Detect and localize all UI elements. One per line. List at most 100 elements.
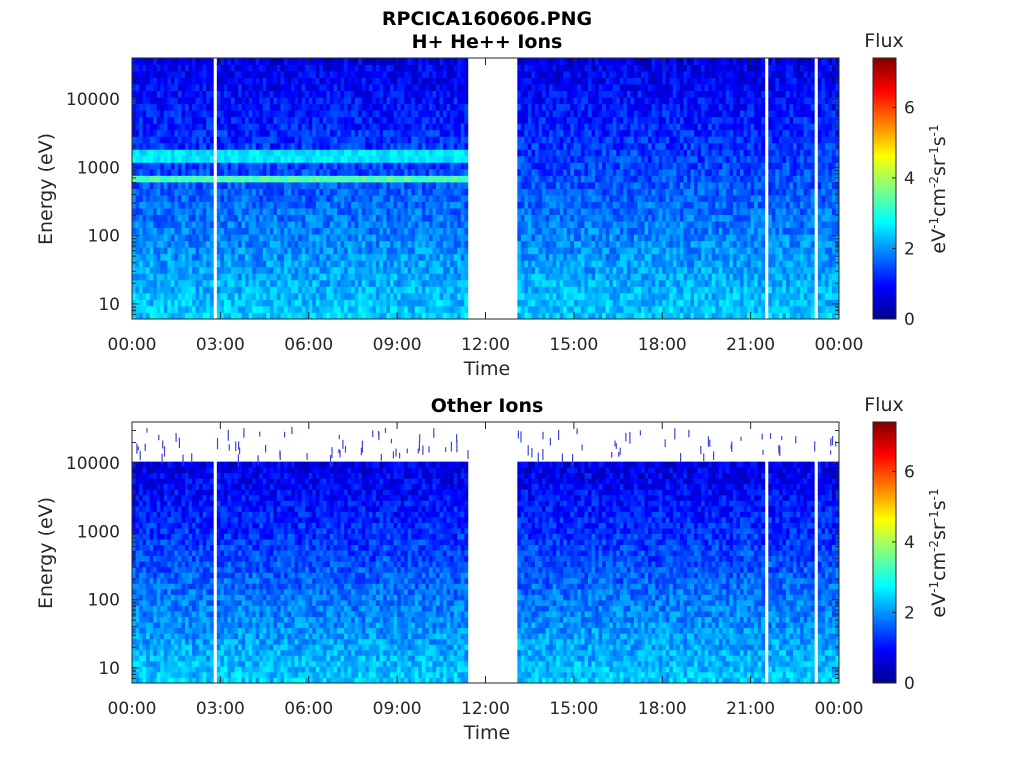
spectrogram-cell — [262, 221, 267, 229]
spectrogram-cell — [580, 195, 585, 202]
spectrogram-cell — [573, 142, 578, 150]
spectrogram-cell — [428, 142, 433, 150]
spectrogram-cell — [531, 129, 536, 137]
spectrogram-cell — [616, 266, 621, 274]
spectrogram-cell — [358, 64, 363, 72]
spectrogram-cell — [425, 247, 430, 255]
spectrogram-cell — [517, 227, 522, 235]
spectrogram-cell — [266, 149, 271, 157]
spectrogram-cell — [276, 195, 281, 202]
spectrogram-cell — [216, 312, 221, 320]
spectrogram-cell — [135, 260, 140, 268]
spectrogram-cell — [404, 253, 409, 261]
spectrogram-cell — [386, 247, 391, 255]
spectrogram-cell — [167, 273, 172, 281]
spectrogram-cell — [340, 234, 345, 242]
spectrogram-cell — [248, 201, 253, 209]
spectrogram-cell — [153, 273, 158, 281]
spectrogram-cell — [329, 71, 334, 78]
spectrogram-cell — [238, 84, 242, 92]
spectrogram-cell — [287, 168, 292, 176]
spectrogram-cell — [319, 266, 324, 274]
spectrogram-cell — [542, 279, 546, 287]
spectrogram-cell — [230, 240, 235, 248]
spectrogram-cell — [386, 188, 391, 196]
spectrogram-cell — [142, 162, 147, 170]
spectrogram-cell — [577, 279, 582, 287]
spectrogram-cell — [425, 155, 430, 163]
spectrogram-cell — [382, 208, 387, 215]
spectrogram-cell — [545, 162, 550, 170]
spectrogram-cell — [139, 175, 144, 183]
spectrogram-cell — [531, 149, 536, 157]
spectrogram-cell — [153, 58, 158, 65]
spectrogram-cell — [605, 162, 610, 170]
spectrogram-cell — [464, 201, 469, 209]
spectrogram-cell — [428, 221, 433, 229]
spectrogram-cell — [425, 162, 430, 170]
spectrogram-cell — [580, 103, 585, 111]
spectrogram-cell — [241, 279, 246, 287]
spectrogram-cell — [185, 97, 189, 105]
spectrogram-cell — [326, 155, 331, 163]
spectrogram-cell — [322, 279, 327, 287]
spectrogram-cell — [315, 90, 320, 98]
spectrogram-cell — [132, 240, 136, 248]
spectrogram-cell — [531, 155, 536, 163]
spectrogram-cell — [195, 129, 200, 137]
spectrogram-cell — [400, 175, 405, 183]
spectrogram-cell — [276, 240, 281, 248]
spectrogram-cell — [464, 253, 469, 261]
spectrogram-cell — [531, 195, 536, 202]
spectrogram-cell — [227, 279, 232, 287]
spectrogram-cell — [577, 305, 582, 313]
spectrogram-cell — [241, 253, 246, 261]
spectrogram-cell — [534, 247, 539, 255]
spectrogram-cell — [390, 116, 394, 124]
spectrogram-cell — [609, 214, 614, 222]
spectrogram-cell — [195, 234, 200, 242]
spectrogram-cell — [602, 201, 607, 209]
spectrogram-cell — [527, 214, 532, 222]
spectrogram-cell — [326, 90, 331, 98]
spectrogram-cell — [259, 273, 264, 281]
spectrogram-cell — [428, 234, 433, 242]
spectrogram-cell — [347, 286, 352, 294]
spectrogram-cell — [298, 305, 303, 313]
spectrogram-cell — [460, 175, 465, 183]
spectrogram-cell — [329, 168, 334, 176]
spectrogram-cell — [135, 208, 140, 215]
spectrogram-cell — [538, 286, 543, 294]
spectrogram-cell — [146, 175, 151, 183]
spectrogram-cell — [411, 97, 416, 105]
spectrogram-cell — [404, 136, 409, 144]
spectrogram-cell — [418, 240, 423, 248]
spectrogram-cell — [177, 142, 182, 150]
spectrogram-cell — [185, 227, 189, 235]
spectrogram-cell — [308, 90, 313, 98]
spectrogram-cell — [188, 129, 193, 137]
spectrogram-cell — [460, 234, 465, 242]
spectrogram-cell — [517, 214, 522, 222]
spectrogram-cell — [319, 181, 324, 189]
spectrogram-cell — [439, 201, 444, 209]
spectrogram-cell — [305, 103, 310, 111]
spectrogram-cell — [170, 221, 175, 229]
spectrogram-cell — [245, 136, 250, 144]
spectrogram-cell — [177, 260, 182, 268]
spectrogram-cell — [453, 149, 458, 157]
spectrogram-cell — [234, 142, 239, 150]
spectrogram-cell — [556, 155, 561, 163]
spectrogram-cell — [559, 214, 564, 222]
spectrogram-cell — [580, 201, 585, 209]
spectrogram-cell — [379, 168, 384, 176]
spectrogram-cell — [368, 234, 373, 242]
spectrogram-cell — [177, 58, 182, 65]
spectrogram-cell — [602, 208, 607, 215]
spectrogram-cell — [598, 286, 603, 294]
spectrogram-cell — [382, 110, 387, 118]
spectrogram-cell — [436, 149, 440, 157]
spectrogram-cell — [411, 71, 416, 78]
spectrogram-cell — [273, 110, 278, 118]
spectrogram-cell — [400, 84, 405, 92]
